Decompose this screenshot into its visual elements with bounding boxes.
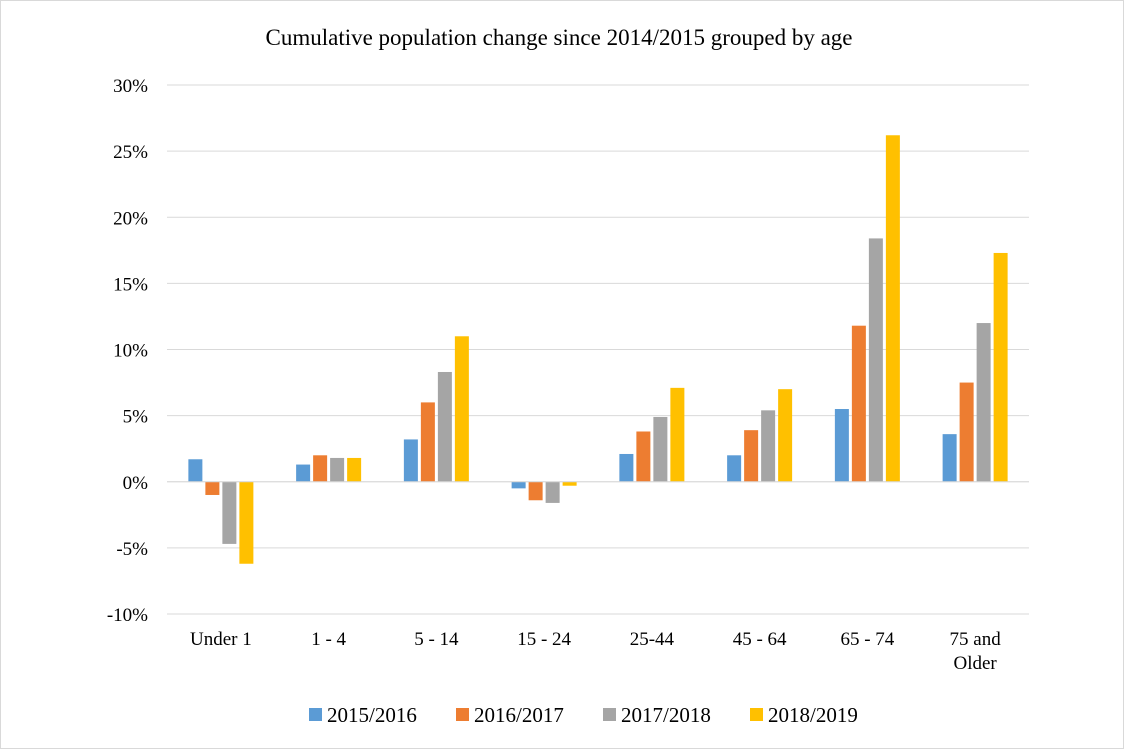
bar-2015-2016-3 xyxy=(403,439,418,482)
bar-2015-2016-5 xyxy=(619,453,634,482)
x-tick-label: 25-44 xyxy=(630,629,675,650)
y-tick-label: 25% xyxy=(113,142,148,163)
bar-2018-2019-8 xyxy=(993,252,1008,482)
x-tick-label: 15 - 24 xyxy=(517,629,571,650)
bars xyxy=(188,135,1008,564)
chart-title: Cumulative population change since 2014/… xyxy=(265,25,852,50)
bar-2015-2016-4 xyxy=(511,481,526,489)
legend-swatch xyxy=(456,708,469,721)
x-tick-label: 75 and xyxy=(950,629,1002,650)
bar-2016-2017-1 xyxy=(205,481,220,495)
bar-2016-2017-2 xyxy=(313,455,328,482)
bar-2016-2017-5 xyxy=(636,431,651,482)
bar-2018-2019-3 xyxy=(454,336,469,482)
y-tick-label: -5% xyxy=(116,539,148,560)
x-tick-label: 5 - 14 xyxy=(414,629,459,650)
bar-2015-2016-7 xyxy=(834,409,849,482)
x-tick-label: 45 - 64 xyxy=(733,629,787,650)
legend-label: 2017/2018 xyxy=(621,703,711,727)
bar-2015-2016-6 xyxy=(727,455,742,482)
bar-2017-2018-2 xyxy=(330,457,345,482)
y-tick-label: 20% xyxy=(113,208,148,229)
x-tick-label: 65 - 74 xyxy=(840,629,894,650)
bar-2016-2017-3 xyxy=(420,402,435,482)
bar-2016-2017-7 xyxy=(851,325,866,482)
y-tick-label: -10% xyxy=(107,605,148,626)
x-tick-label: 1 - 4 xyxy=(311,629,346,650)
legend-label: 2016/2017 xyxy=(474,703,564,727)
legend-swatch xyxy=(750,708,763,721)
bar-2018-2019-7 xyxy=(885,135,900,482)
bar-2018-2019-4 xyxy=(562,481,577,486)
bar-2016-2017-8 xyxy=(959,382,974,482)
y-tick-label: 30% xyxy=(113,76,148,97)
legend-swatch xyxy=(309,708,322,721)
y-tick-label: 10% xyxy=(113,341,148,362)
bar-2018-2019-2 xyxy=(347,457,362,482)
bar-2018-2019-1 xyxy=(239,481,254,564)
bar-2016-2017-6 xyxy=(744,430,759,482)
x-tick-label: Older xyxy=(953,653,997,674)
bar-2017-2018-4 xyxy=(545,481,560,503)
legend: 2015/2016 2016/2017 2017/2018 2018/2019 xyxy=(309,703,858,727)
x-axis-category-labels: Under 1 1 - 4 5 - 14 15 - 24 25-44 45 - 64 65 … xyxy=(190,629,1001,674)
legend-label: 2015/2016 xyxy=(327,703,417,727)
bar-2016-2017-4 xyxy=(528,481,543,501)
bar-2017-2018-7 xyxy=(868,238,883,482)
bar-2017-2018-3 xyxy=(437,371,452,482)
bar-2017-2018-5 xyxy=(653,416,668,482)
bar-2015-2016-2 xyxy=(296,464,311,482)
y-tick-label: 0% xyxy=(123,473,149,494)
bar-2015-2016-1 xyxy=(188,459,203,482)
bar-2018-2019-6 xyxy=(778,389,793,482)
legend-label: 2018/2019 xyxy=(768,703,858,727)
bar-2017-2018-1 xyxy=(222,481,237,544)
bar-2015-2016-8 xyxy=(942,434,957,482)
legend-swatch xyxy=(603,708,616,721)
y-tick-label: 5% xyxy=(123,407,149,428)
x-tick-label: Under 1 xyxy=(190,629,252,650)
bar-2018-2019-5 xyxy=(670,387,685,482)
y-axis-tick-labels: -10% -5% 0% 5% 10% 15% 20% 25% 30% xyxy=(107,76,148,626)
bar-2017-2018-8 xyxy=(976,323,991,482)
bar-2017-2018-6 xyxy=(761,410,776,482)
y-tick-label: 15% xyxy=(113,274,148,295)
